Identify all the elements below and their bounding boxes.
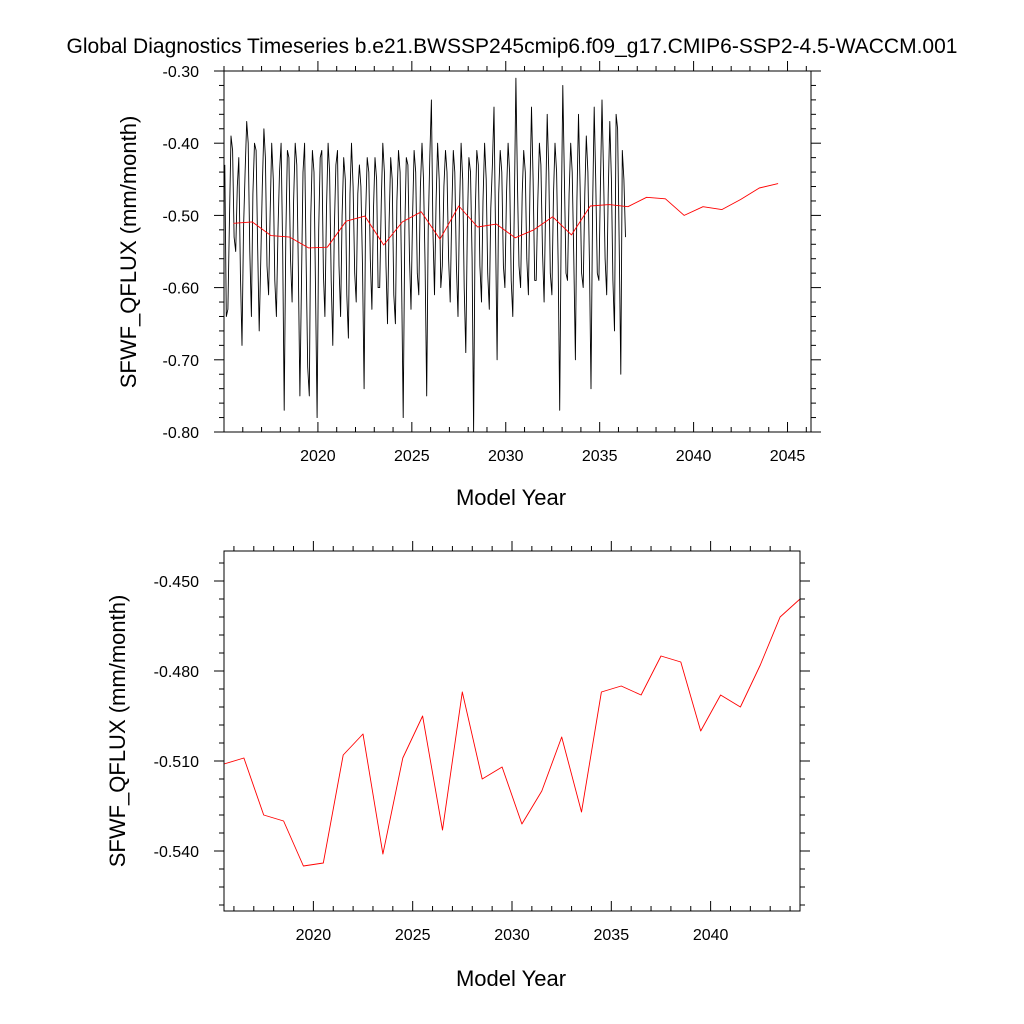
panel-1-x-tick-label: 2035 [582, 448, 618, 465]
panel-2-y-axis-label: SFWF_QFLUX (mm/month) [105, 595, 130, 868]
panel-2-x-tick-label: 2030 [494, 927, 530, 944]
panel-2-plot-frame [223, 550, 801, 912]
panel-2-y-tick-label: -0.450 [154, 574, 199, 591]
panel-1-x-tick-label: 2025 [394, 448, 430, 465]
figure-title: Global Diagnostics Timeseries b.e21.BWSS… [67, 35, 958, 58]
panel-1-y-tick-label: -0.60 [163, 281, 200, 298]
panel-1-x-tick-label: 2030 [488, 448, 524, 465]
panel-2-x-tick-label: 2025 [395, 927, 431, 944]
monthly-and-annual-panel: SFWF_QFLUX (mm/month) Model Year 2020 202… [116, 61, 821, 510]
panel-1-y-tick-label: -0.70 [163, 353, 200, 370]
panel-1-y-tick-label: -0.80 [163, 425, 200, 442]
panel-1-y-tick-label: -0.40 [163, 136, 200, 153]
panel-2-y-tick-label: -0.510 [154, 754, 199, 771]
panel-1-x-tick-label: 2020 [300, 448, 336, 465]
panel-2-series-annual-mean [223, 598, 801, 867]
panel-1-x-axis-label: Model Year [456, 485, 566, 510]
panel-1-y-tick-label: -0.30 [163, 64, 200, 81]
panel-1-series-annual-mean [233, 183, 779, 249]
panel-1-y-axis-label: SFWF_QFLUX (mm/month) [116, 116, 141, 389]
panel-2-y-tick-label: -0.540 [154, 844, 199, 861]
panel-2-x-axis-label: Model Year [456, 966, 566, 991]
panel-2-y-tick-label: -0.480 [154, 664, 199, 681]
panel-1-x-tick-label: 2040 [676, 448, 712, 465]
panel-2-x-tick-label: 2040 [693, 927, 729, 944]
panel-1-y-tick-label: -0.50 [163, 208, 200, 225]
annual-panel: SFWF_QFLUX (mm/month) Model Year 2020 202… [105, 541, 810, 991]
panel-1-x-tick-label: 2045 [770, 448, 806, 465]
panel-2-x-tick-label: 2020 [296, 927, 332, 944]
panel-2-x-tick-label: 2035 [594, 927, 630, 944]
panel-1-plot-frame [223, 70, 812, 433]
panel-1-series-monthly [224, 77, 626, 433]
